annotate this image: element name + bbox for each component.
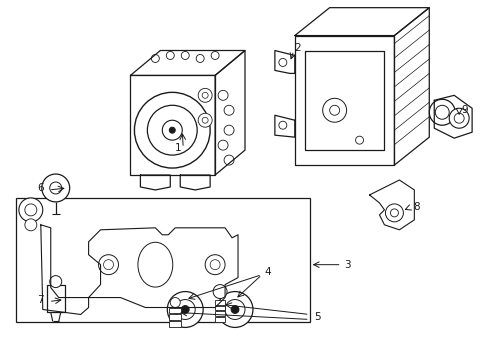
Circle shape <box>230 306 239 314</box>
Circle shape <box>224 105 234 115</box>
Circle shape <box>41 174 69 202</box>
Circle shape <box>428 99 454 125</box>
Circle shape <box>181 51 189 59</box>
Circle shape <box>167 292 203 328</box>
Circle shape <box>25 204 37 216</box>
Circle shape <box>278 58 286 67</box>
Circle shape <box>198 113 212 127</box>
Circle shape <box>169 127 175 133</box>
Circle shape <box>19 198 42 222</box>
Circle shape <box>278 121 286 129</box>
Text: 9: 9 <box>461 105 468 115</box>
Bar <box>215 306 224 310</box>
Circle shape <box>434 105 448 119</box>
Circle shape <box>50 182 61 194</box>
Circle shape <box>210 260 220 270</box>
Circle shape <box>211 51 219 59</box>
Circle shape <box>181 306 189 314</box>
Circle shape <box>385 204 403 222</box>
Circle shape <box>103 260 113 270</box>
Circle shape <box>217 292 252 328</box>
Bar <box>215 300 224 305</box>
Bar <box>47 285 64 312</box>
Circle shape <box>151 54 159 62</box>
Circle shape <box>134 92 210 168</box>
Circle shape <box>202 92 208 98</box>
Circle shape <box>205 255 224 275</box>
Circle shape <box>218 140 227 150</box>
Text: 4: 4 <box>264 267 271 276</box>
Text: 8: 8 <box>412 202 419 212</box>
Circle shape <box>224 125 234 135</box>
Circle shape <box>25 219 37 231</box>
Circle shape <box>218 90 227 100</box>
Bar <box>16 198 309 323</box>
Ellipse shape <box>138 242 172 287</box>
Text: 6: 6 <box>38 183 44 193</box>
Circle shape <box>389 209 398 217</box>
Circle shape <box>50 276 61 288</box>
Text: 2: 2 <box>294 42 301 53</box>
Text: 5: 5 <box>314 312 321 323</box>
Circle shape <box>147 105 197 155</box>
Text: 1: 1 <box>175 143 181 153</box>
Circle shape <box>448 108 468 128</box>
Circle shape <box>170 298 180 307</box>
Circle shape <box>355 136 363 144</box>
Bar <box>215 318 224 323</box>
Circle shape <box>166 51 174 59</box>
Circle shape <box>162 120 182 140</box>
Circle shape <box>453 113 463 123</box>
Bar <box>169 315 181 320</box>
Circle shape <box>202 117 208 123</box>
Bar <box>215 311 224 316</box>
Circle shape <box>213 285 226 298</box>
Circle shape <box>322 98 346 122</box>
Circle shape <box>329 105 339 115</box>
Circle shape <box>224 300 244 319</box>
Bar <box>169 307 181 314</box>
Text: 3: 3 <box>344 260 350 270</box>
Circle shape <box>198 88 212 102</box>
Circle shape <box>196 54 203 62</box>
Circle shape <box>99 255 118 275</box>
Circle shape <box>175 300 195 319</box>
Bar <box>169 321 181 328</box>
Circle shape <box>224 155 234 165</box>
Text: 7: 7 <box>38 294 44 305</box>
